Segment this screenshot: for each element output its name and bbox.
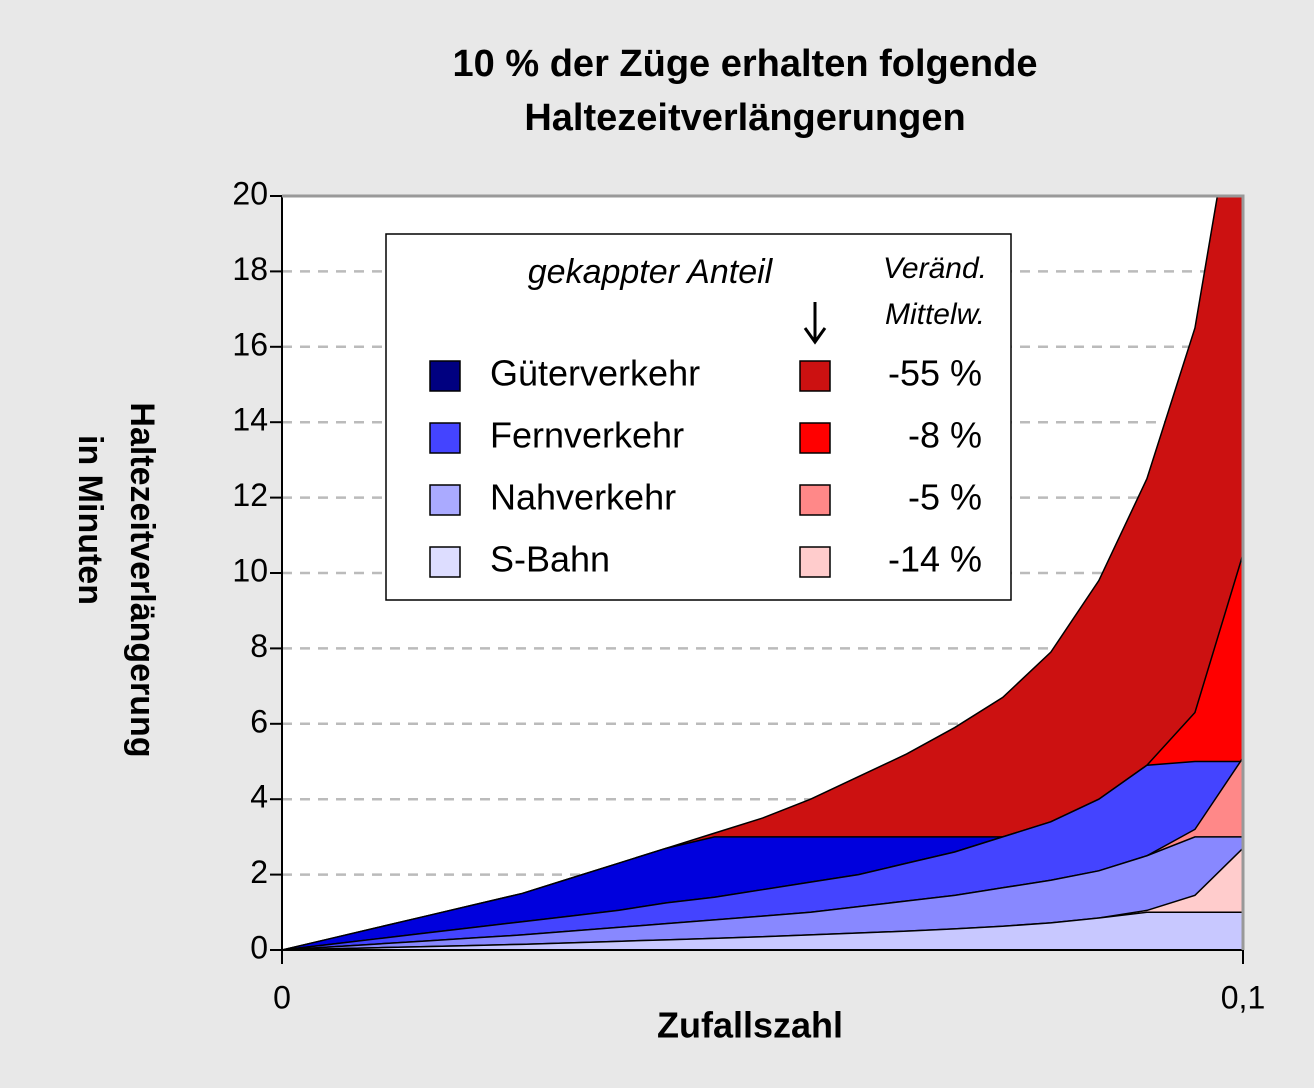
legend-label: S-Bahn [490,539,610,580]
y-tick-label: 10 [232,552,268,588]
y-tick-label: 8 [250,628,268,664]
legend-header: Mittelw. [885,298,985,331]
y-tick-label: 20 [232,175,268,211]
legend-header: Veränd. [883,252,987,285]
legend-label: Nahverkehr [490,477,676,518]
plot-frame-right [282,194,1245,950]
capped-area [282,911,1243,950]
chart-title: 10 % der Züge erhalten folgende [453,43,1038,85]
legend-swatch [429,360,461,392]
y-tick-label: 18 [232,251,268,287]
y-axis-label: in Minuten [71,435,109,605]
y-tick-label: 0 [250,929,268,965]
legend-swatch [429,546,461,578]
chart-title: Haltezeitverlängerungen [524,97,965,139]
y-tick-label: 6 [250,703,268,739]
legend-cap-swatch [799,484,831,516]
capped-area [282,836,1243,950]
y-tick-label: 16 [232,326,268,362]
legend-swatch [429,484,461,516]
y-tick-label: 2 [250,854,268,890]
legend-change: -14 % [888,539,982,580]
legend-arrow [803,302,827,345]
x-axis-label: Zufallszahl [657,1005,843,1046]
y-axis-label: Haltezeitverlängerung [123,402,161,757]
legend-change: -55 % [888,353,982,394]
legend-cap-swatch [799,422,831,454]
y-tick-label: 14 [232,402,268,438]
legend-cap-swatch [799,360,831,392]
legend-label: Fernverkehr [490,415,684,456]
legend-title: gekappter Anteil [528,253,774,291]
legend-box [385,233,1012,601]
legend-change: -5 % [908,477,982,518]
x-tick-label: 0 [273,979,291,1015]
legend-change: -8 % [908,415,982,456]
x-tick-label: 0,1 [1221,979,1265,1015]
y-tick-label: 4 [250,779,268,815]
legend-cap-swatch [799,546,831,578]
legend-label: Güterverkehr [490,353,700,394]
y-tick-label: 12 [232,477,268,513]
legend-swatch [429,422,461,454]
